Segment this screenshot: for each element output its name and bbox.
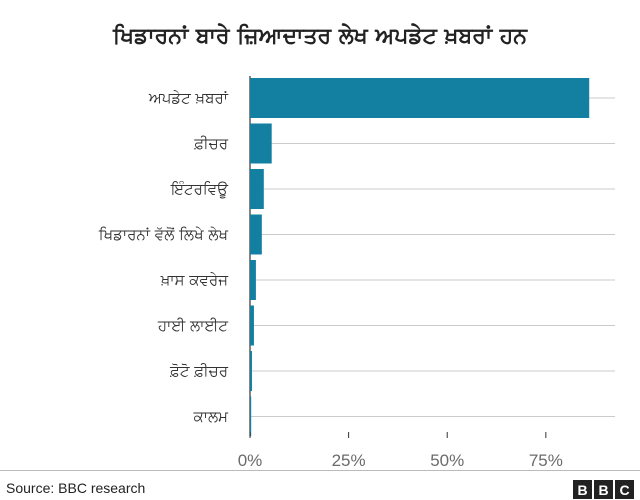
- category-label: ਖ਼ਾਸ ਕਵਰੇਜ: [160, 271, 230, 289]
- bar: [250, 214, 262, 255]
- category-label: ਫ਼ੀਚਰ: [193, 135, 228, 153]
- bbc-logo-letter: C: [615, 480, 634, 499]
- bar: [250, 396, 252, 437]
- category-label: ਖਿਡਾਰਨਾਂ ਵੱਲੋਂ ਲਿਖੇ ਲੇਖ: [98, 226, 229, 244]
- bbc-logo: B B C: [573, 480, 634, 499]
- bar: [250, 169, 264, 209]
- chart-title: ਖਿਡਾਰਨਾਂ ਬਾਰੇ ਜ਼ਿਆਦਾਤਰ ਲੇਖ ਅਪਡੇਟ ਖ਼ਬਰਾਂ …: [113, 24, 527, 49]
- x-tick-label: 25%: [332, 451, 366, 470]
- x-tick-label: 75%: [529, 451, 563, 470]
- bar: [250, 305, 254, 346]
- x-tick-label: 0%: [238, 451, 263, 470]
- bbc-logo-letter: B: [573, 480, 592, 499]
- bar: [250, 260, 256, 300]
- category-label: ਹਾਈ ਲਾਈਟ: [157, 317, 229, 335]
- bar: [250, 123, 272, 164]
- bbc-logo-letter: B: [594, 480, 613, 499]
- footer-divider: [0, 470, 640, 471]
- category-label: ਇੰਟਰਵਿਊ: [170, 180, 229, 198]
- category-label: ਅਪਡੇਟ ਖ਼ਬਰਾਂ: [148, 89, 229, 107]
- category-label: ਕਾਲਮ: [192, 408, 229, 426]
- bar: [250, 351, 252, 391]
- x-tick-label: 50%: [430, 451, 464, 470]
- category-label: ਫ਼ੋਟੋ ਫ਼ੀਚਰ: [169, 362, 229, 380]
- bar: [250, 78, 590, 118]
- source-note: Source: BBC research: [6, 480, 146, 496]
- bar-chart: ਅਪਡੇਟ ਖ਼ਬਰਾਂ ਫ਼ੀਚਰ ਇੰਟਰਵਿਊ ਖਿਡਾਰਨਾਂ ਵੱਲੋਂ ਲ…: [98, 76, 615, 470]
